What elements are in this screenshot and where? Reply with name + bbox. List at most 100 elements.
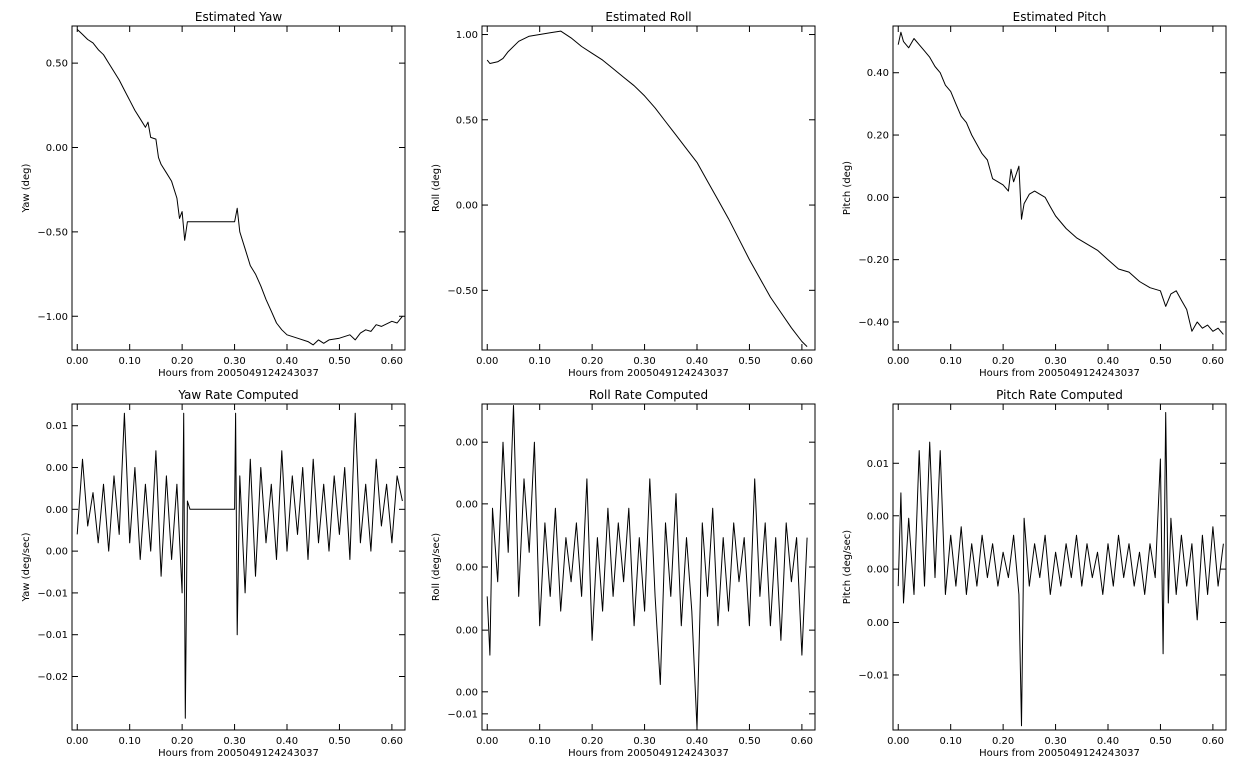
y-axis-label: Yaw (deg/sec) <box>21 532 32 602</box>
x-tick-label: 0.20 <box>171 736 193 747</box>
x-tick-label: 0.60 <box>791 356 813 367</box>
chart-title: Estimated Roll <box>605 10 691 24</box>
y-tick-label: −0.01 <box>37 630 68 641</box>
plot-frame <box>892 403 1227 731</box>
y-tick-label: 0.01 <box>46 421 68 432</box>
x-tick-label: 0.40 <box>686 356 708 367</box>
x-tick-label: 0.20 <box>992 356 1014 367</box>
x-tick-label: 0.30 <box>1044 356 1066 367</box>
plot-frame <box>481 403 816 731</box>
x-tick-label: 0.50 <box>1149 356 1171 367</box>
y-tick-label: 0.00 <box>456 499 478 510</box>
series-line <box>76 412 403 719</box>
x-axis-label: Hours from 2005049124243037 <box>979 748 1140 759</box>
y-tick-label: 0.00 <box>456 626 478 637</box>
x-tick-label: 0.00 <box>476 356 498 367</box>
y-tick-label: −0.01 <box>858 670 889 681</box>
y-tick-label: 0.00 <box>46 505 68 516</box>
y-tick-label: 1.00 <box>456 30 478 41</box>
x-tick-label: 0.40 <box>1097 356 1119 367</box>
x-tick-label: 0.60 <box>381 356 403 367</box>
series-line <box>897 412 1224 727</box>
chart-title: Roll Rate Computed <box>589 388 708 402</box>
y-tick-label: 0.00 <box>456 201 478 212</box>
y-tick-label: −0.40 <box>858 317 889 328</box>
chart-pitch: 0.00 0.10 0.20 0.30 0.40 0.50 0.60 0.40 0.20 0.00… <box>842 10 1227 379</box>
x-tick-label: 0.00 <box>476 736 498 747</box>
x-tick-label: 0.00 <box>887 736 909 747</box>
x-axis-label: Hours from 2005049124243037 <box>568 368 729 379</box>
y-tick-label: 0.50 <box>456 115 478 126</box>
x-tick-label: 0.10 <box>940 736 962 747</box>
y-tick-label: 0.00 <box>867 618 889 629</box>
y-axis-label: Yaw (deg) <box>21 163 32 213</box>
plot-frame <box>71 25 406 351</box>
chart-title: Yaw Rate Computed <box>177 388 298 402</box>
y-axis-label: Roll (deg/sec) <box>431 533 442 601</box>
series-line <box>76 29 403 346</box>
series-line <box>486 405 808 729</box>
x-tick-label: 0.60 <box>1202 736 1224 747</box>
chart-roll-rate: 0.00 0.10 0.20 0.30 0.40 0.50 0.60 0.00 0.00 0.00… <box>431 388 816 759</box>
y-tick-label: 0.00 <box>867 511 889 522</box>
chart-pitch-rate: 0.00 0.10 0.20 0.30 0.40 0.50 0.60 0.01 0.00 0.00… <box>842 388 1227 759</box>
plot-frame <box>892 25 1227 351</box>
x-tick-label: 0.30 <box>1044 736 1066 747</box>
y-tick-label: −0.01 <box>447 709 478 720</box>
x-tick-label: 0.00 <box>887 356 909 367</box>
x-tick-label: 0.10 <box>529 356 551 367</box>
y-tick-label: 0.00 <box>46 547 68 558</box>
y-tick-label: 0.00 <box>867 193 889 204</box>
y-tick-label: −0.02 <box>37 672 68 683</box>
x-tick-label: 0.10 <box>119 356 141 367</box>
x-tick-label: 0.40 <box>276 736 298 747</box>
x-tick-label: 0.50 <box>328 356 350 367</box>
x-tick-label: 0.20 <box>581 736 603 747</box>
x-tick-label: 0.10 <box>940 356 962 367</box>
x-tick-label: 0.10 <box>529 736 551 747</box>
x-tick-label: 0.60 <box>791 736 813 747</box>
x-tick-label: 0.50 <box>738 356 760 367</box>
y-tick-label: 0.50 <box>46 59 68 70</box>
chart-title: Estimated Pitch <box>1013 10 1107 24</box>
y-tick-label: 0.00 <box>46 463 68 474</box>
x-tick-label: 0.20 <box>581 356 603 367</box>
x-tick-label: 0.60 <box>381 736 403 747</box>
y-tick-label: 0.00 <box>456 687 478 698</box>
y-tick-label: 0.00 <box>456 563 478 574</box>
x-tick-label: 0.40 <box>1097 736 1119 747</box>
y-tick-label: −0.50 <box>447 286 478 297</box>
y-axis-label: Pitch (deg/sec) <box>842 530 853 605</box>
y-tick-label: −0.50 <box>37 227 68 238</box>
x-tick-label: 0.30 <box>223 356 245 367</box>
x-tick-label: 0.40 <box>276 356 298 367</box>
x-tick-label: 0.60 <box>1202 356 1224 367</box>
y-tick-label: 0.40 <box>867 68 889 79</box>
x-tick-label: 0.50 <box>1149 736 1171 747</box>
y-axis-label: Roll (deg) <box>431 164 442 212</box>
x-tick-label: 0.20 <box>171 356 193 367</box>
y-tick-label: 0.00 <box>456 438 478 449</box>
y-tick-label: 0.01 <box>867 459 889 470</box>
y-tick-label: −0.01 <box>37 588 68 599</box>
x-tick-label: 0.40 <box>686 736 708 747</box>
plot-frame <box>71 403 406 731</box>
x-axis-label: Hours from 2005049124243037 <box>979 368 1140 379</box>
plot-frame <box>481 25 816 351</box>
x-axis-label: Hours from 2005049124243037 <box>568 748 729 759</box>
chart-title: Estimated Yaw <box>195 10 282 24</box>
x-axis-label: Hours from 2005049124243037 <box>158 368 319 379</box>
y-tick-label: −1.00 <box>37 312 68 323</box>
x-tick-label: 0.00 <box>66 736 88 747</box>
chart-title: Pitch Rate Computed <box>996 388 1123 402</box>
series-line <box>486 30 808 347</box>
x-tick-label: 0.50 <box>738 736 760 747</box>
x-tick-label: 0.20 <box>992 736 1014 747</box>
y-axis-label: Pitch (deg) <box>842 161 853 215</box>
y-tick-label: 0.00 <box>46 143 68 154</box>
chart-yaw: 0.00 0.10 0.20 0.30 0.40 0.50 0.60 0.50 0.00 −0.5… <box>21 10 406 379</box>
chart-yaw-rate: 0.00 0.10 0.20 0.30 0.40 0.50 0.60 0.01 0.00 0.00… <box>21 388 406 759</box>
y-tick-label: 0.00 <box>867 565 889 576</box>
chart-roll: 0.00 0.10 0.20 0.30 0.40 0.50 0.60 1.00 0.50 0.00… <box>431 10 816 379</box>
